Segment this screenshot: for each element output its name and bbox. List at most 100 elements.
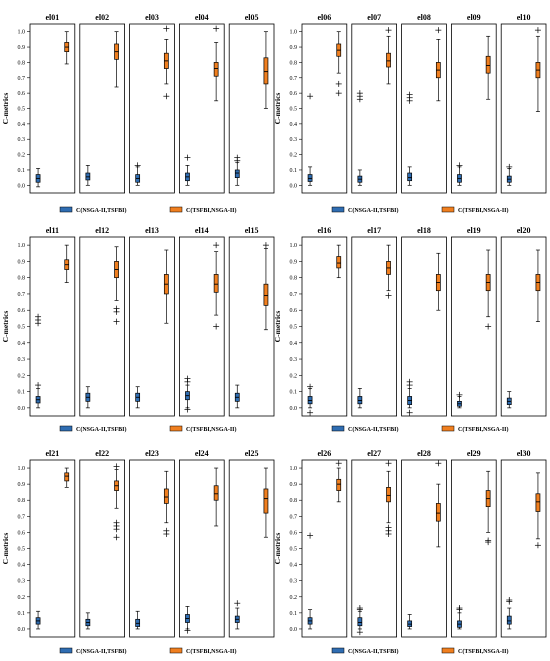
box-body [64,472,70,482]
box-tsfbi-nsga [336,244,342,279]
panel-el26: el26 [301,449,348,638]
y-tick-label: 1.0 [290,243,298,249]
legend-label: C(TSFBI,NSGA-II) [186,207,237,214]
panel-el08: el08 [401,13,447,194]
legend: C(NSGA-II,TSFBI) C(TSFBI,NSGA-II) [331,647,509,655]
box-nsga-tsfbi [134,162,141,186]
panel-frame [129,23,175,194]
y-tick-label: 1.0 [18,243,26,249]
panel-el09: el09 [450,13,497,194]
chart-group-1: 0.0 0.1 0.2 0.3 0.4 0.5 0.6 0.7 0.8 0.9 1.0 C-metri… [1,13,275,214]
panel-title: el05 [245,13,259,22]
panel-el18: el18 [401,226,447,417]
panel-el23: el23 [129,449,175,638]
box-nsga-tsfbi [456,391,463,409]
panel-title: el30 [517,449,531,458]
y-tick-label: 0.6 [290,530,298,536]
y-tick-label: 0.3 [18,137,26,143]
y-tick-label: 1.0 [18,466,26,472]
box-tsfbi-nsga [263,467,269,538]
panel-el20: el20 [500,226,547,417]
y-tick-label: 0.5 [290,325,298,331]
panel-frame [500,459,547,638]
box-nsga-tsfbi [407,614,413,630]
y-tick-label: 0.0 [18,406,26,412]
panel-el13: el13 [129,226,175,417]
box-nsga-tsfbi [506,163,513,186]
y-axis-label: C-metrics [273,93,282,125]
panel-title: el29 [467,449,481,458]
panel-frame [129,236,175,417]
box-tsfbi-nsga [335,460,342,503]
y-tick-label: 0.7 [290,76,298,82]
box-body [213,274,219,293]
y-tick-label: 0.7 [18,514,26,520]
box-tsfbi-nsga [485,249,492,330]
y-tick-label: 0.4 [290,563,298,569]
box-nsga-tsfbi [506,596,513,630]
panel-el30: el30 [500,449,547,638]
y-tick-label: 0.4 [18,341,26,347]
y-tick-label: 0.8 [18,498,26,504]
legend-swatch [441,425,455,432]
panel-frame [129,459,175,638]
panel-title: el03 [145,13,159,22]
legend-label: C(NSGA-II,TSFBI) [348,648,399,655]
box-body [386,52,391,68]
y-axis-label: C-metrics [1,533,10,565]
box-nsga-tsfbi [406,91,413,186]
y-tick-label: 0.7 [290,292,298,298]
y-tick-label: 0.7 [18,292,26,298]
y-tick-label: 0.0 [290,406,298,412]
y-tick-label: 0.9 [18,45,26,51]
box-body [485,55,491,74]
legend-label: C(TSFBI,NSGA-II) [186,426,237,433]
box-nsga-tsfbi [184,375,191,413]
legend-swatch [169,647,183,654]
legend-swatch [331,647,345,654]
box-body [234,169,240,178]
y-tick-label: 0.3 [290,357,298,363]
box-body [213,62,219,77]
panel-el01: el01 [29,13,76,194]
box-nsga-tsfbi [85,164,91,186]
panel-title: el28 [417,449,431,458]
legend-label: C(TSFBI,NSGA-II) [458,426,509,433]
chart-group-2: 0.0 0.1 0.2 0.3 0.4 0.5 0.6 0.7 0.8 0.9 1.0 C-metri… [273,13,547,214]
box-body [535,493,541,512]
panel-title: el18 [417,226,431,235]
box-nsga-tsfbi [234,600,241,630]
y-tick-label: 0.3 [290,579,298,585]
panel-el28: el28 [401,449,447,638]
panel-title: el11 [46,226,59,235]
panel-title: el04 [195,13,209,22]
panel-frame [500,23,547,194]
box-tsfbi-nsga [163,25,170,100]
legend-swatch [331,425,345,432]
panel-title: el27 [367,449,381,458]
box-tsfbi-nsga [485,35,491,100]
box-body [407,172,413,182]
box-nsga-tsfbi [184,606,191,634]
chart-group-3: 0.0 0.1 0.2 0.3 0.4 0.5 0.6 0.7 0.8 0.9 1.0 C-metri… [1,226,275,433]
y-tick-label: 0.2 [290,595,298,601]
box-tsfbi-nsga [485,470,492,546]
box-nsga-tsfbi [356,90,363,186]
box-nsga-tsfbi [307,93,314,186]
panel-frame [29,459,76,638]
box-body [386,487,391,503]
box-nsga-tsfbi [135,386,141,409]
y-tick-label: 0.7 [290,514,298,520]
legend-swatch [331,206,345,213]
panel-el22: el22 [79,449,126,638]
y-tick-label: 0.6 [18,308,26,314]
y-tick-label: 1.0 [18,30,26,36]
panel-el29: el29 [450,449,497,638]
legend-label: C(TSFBI,NSGA-II) [186,648,237,655]
legend-swatch [441,647,455,654]
box-nsga-tsfbi [456,605,463,630]
chart-group-6: 0.0 0.1 0.2 0.3 0.4 0.5 0.6 0.7 0.8 0.9 1.0 C-metri… [273,449,547,655]
panel-el06: el06 [301,13,348,194]
panel-title: el15 [245,226,259,235]
legend-swatch [59,647,73,654]
